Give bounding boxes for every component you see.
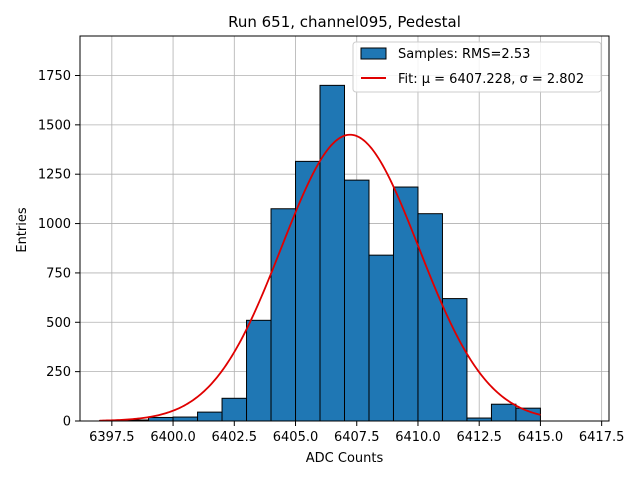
x-tick-label: 6402.5 xyxy=(212,430,258,445)
fit-curve xyxy=(99,133,541,422)
chart-title: Run 651, channel095, Pedestal xyxy=(228,13,461,31)
histogram-bar xyxy=(197,411,223,422)
x-tick-label: 6397.5 xyxy=(89,430,135,445)
y-tick-label: 1250 xyxy=(38,168,71,183)
x-tick-label: 6407.5 xyxy=(334,430,380,445)
histogram-bar xyxy=(417,213,443,422)
histogram-bar xyxy=(441,298,468,422)
histogram-bar xyxy=(172,416,199,422)
fit-curve-group xyxy=(99,133,541,422)
x-tick-label: 6400.0 xyxy=(150,430,196,445)
x-axis-label: ADC Counts xyxy=(306,451,384,466)
histogram-bar xyxy=(246,319,272,422)
y-tick-label: 250 xyxy=(46,365,71,380)
legend-swatch-samples xyxy=(360,47,387,60)
x-tick-label: 6405.0 xyxy=(273,430,319,445)
legend-label-fit: Fit: μ = 6407.228, σ = 2.802 xyxy=(398,72,584,87)
legend-box xyxy=(352,41,602,93)
y-tick-label: 750 xyxy=(46,266,71,281)
y-axis-label: Entries xyxy=(15,207,30,253)
histogram-bar xyxy=(221,397,248,422)
y-tick-label: 0 xyxy=(63,415,71,430)
histogram-bar xyxy=(392,186,419,422)
x-tick-label: 6415.0 xyxy=(518,430,564,445)
histogram-bar xyxy=(148,416,174,422)
histogram-bars xyxy=(99,84,541,422)
x-axis-ticks: 6397.5 6400.0 6402.5 6405.0 6407.5 6410.0 6412… xyxy=(89,421,624,445)
histogram-bar xyxy=(295,160,321,422)
x-tick-label: 6417.5 xyxy=(579,430,625,445)
y-tick-label: 1750 xyxy=(38,69,71,84)
x-tick-label: 6412.5 xyxy=(456,430,502,445)
histogram-bar xyxy=(344,179,370,422)
plot-area-frame xyxy=(79,35,610,422)
y-axis-ticks: 0 250 500 750 1000 1250 1500 1750 xyxy=(38,69,80,430)
histogram-bar xyxy=(368,254,394,422)
y-tick-label: 500 xyxy=(46,316,71,331)
histogram-bar xyxy=(490,403,517,422)
x-tick-label: 6410.0 xyxy=(395,430,441,445)
legend-label-samples: Samples: RMS=2.53 xyxy=(398,47,530,62)
y-tick-label: 1000 xyxy=(38,217,71,232)
chart-legend: Samples: RMS=2.53 Fit: μ = 6407.228, σ =… xyxy=(352,41,602,93)
y-tick-label: 1500 xyxy=(38,118,71,133)
histogram-bar xyxy=(319,84,345,422)
